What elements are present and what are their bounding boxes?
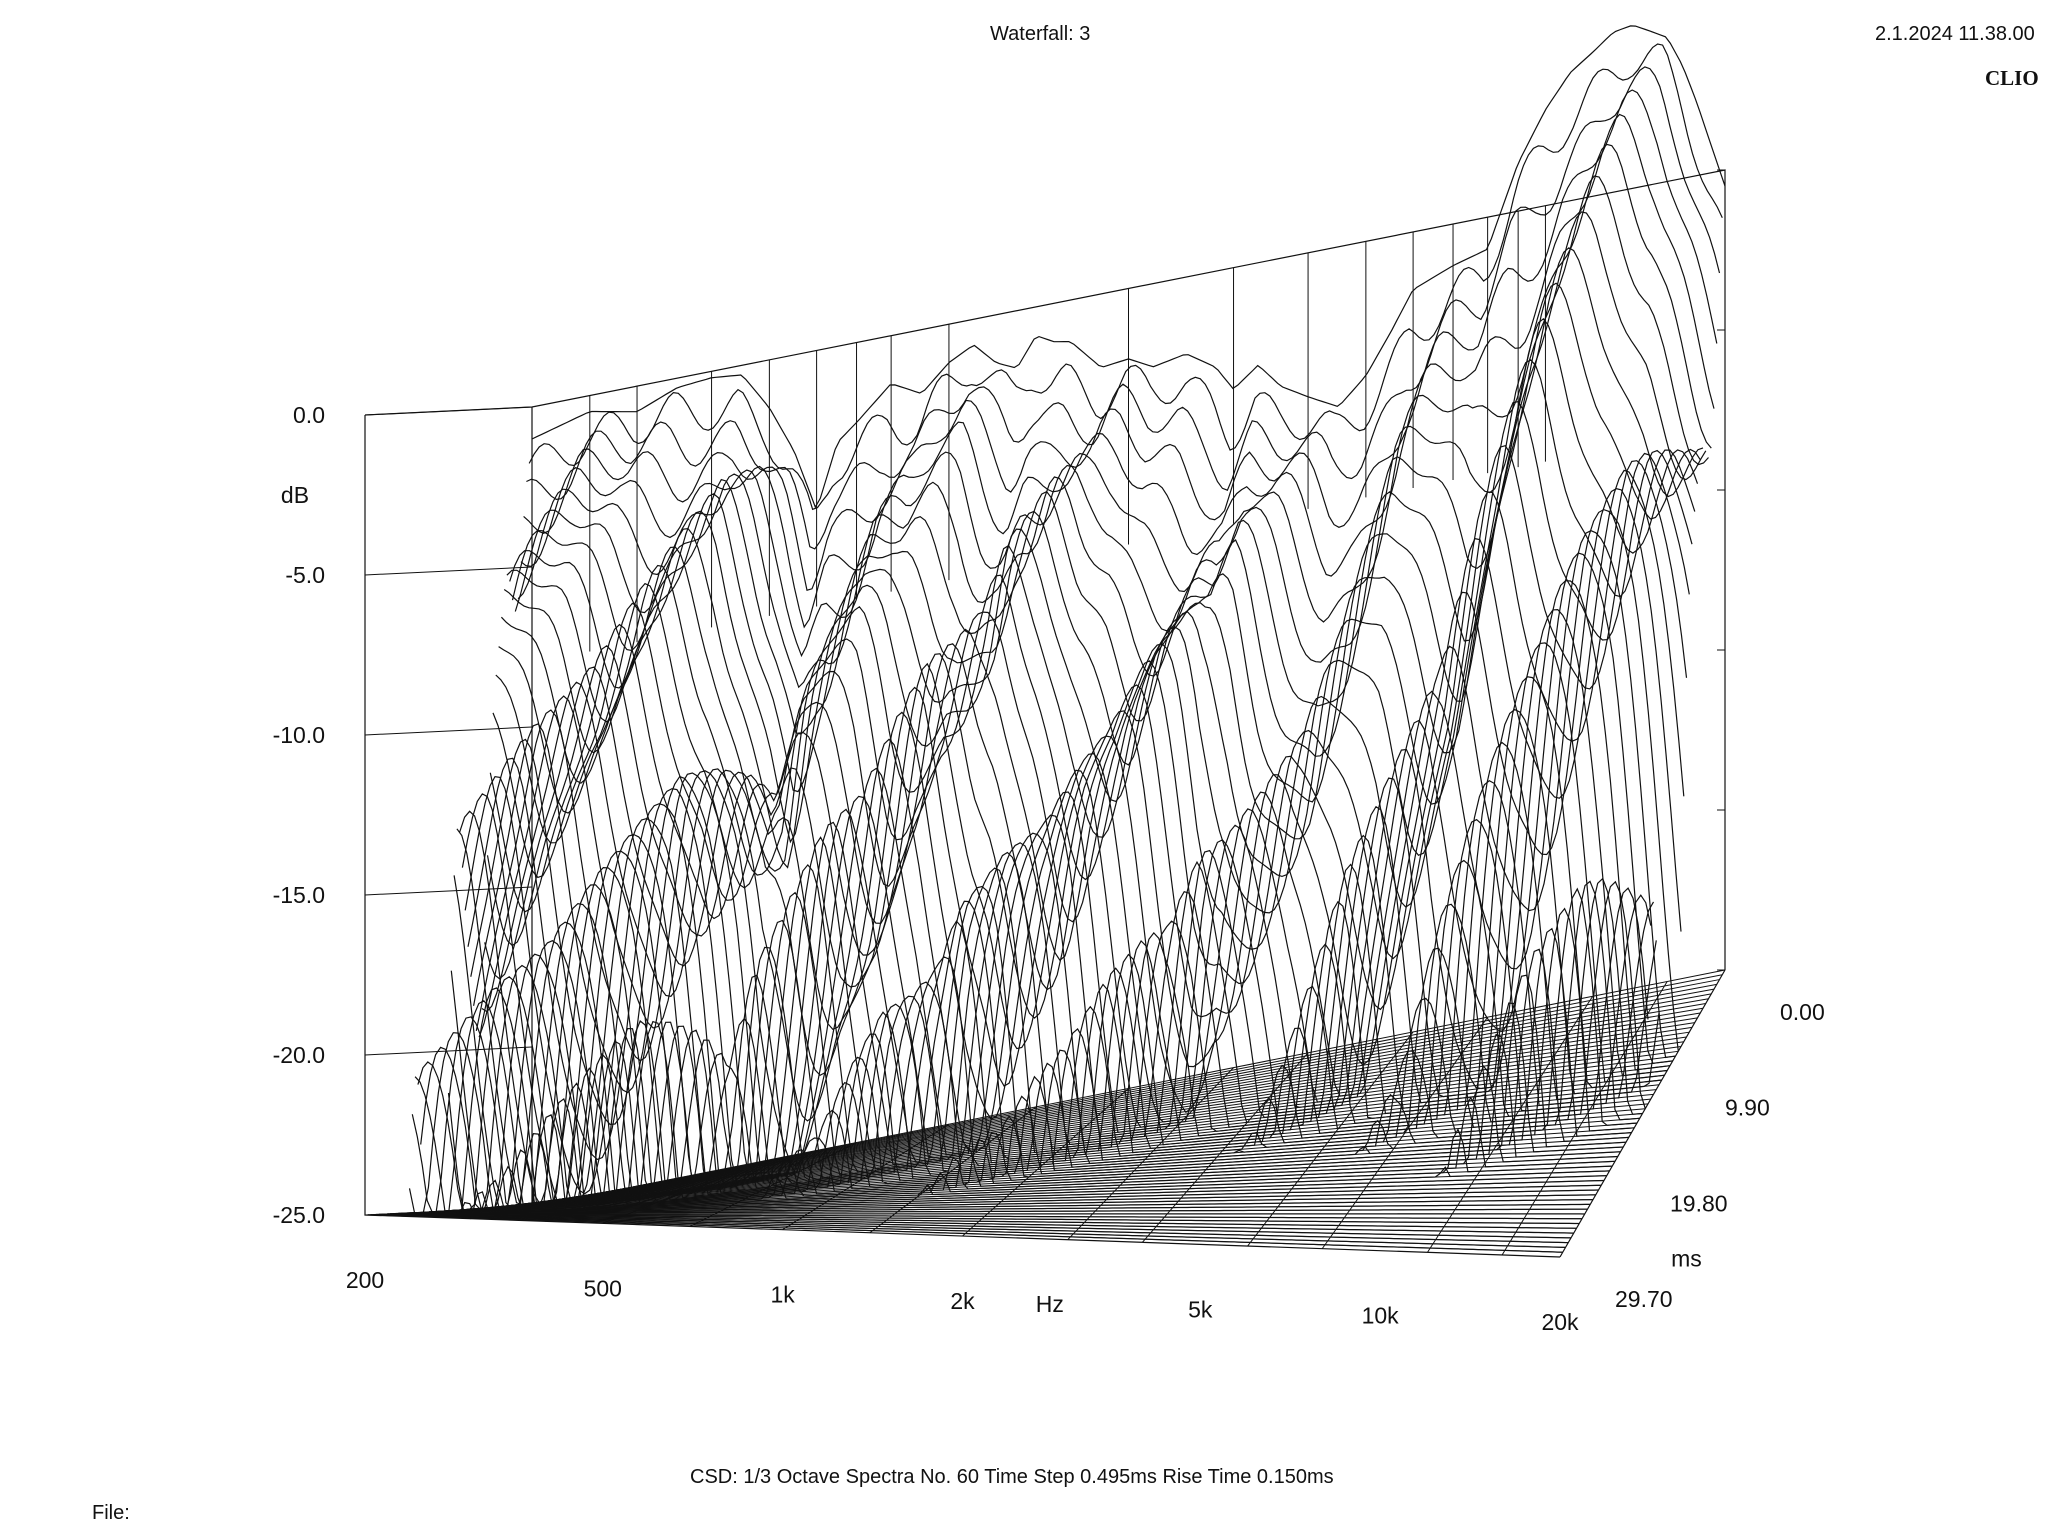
spectrum-line [381,1213,1577,1229]
spectrum-line [511,211,1707,735]
spectrum-line [387,1210,1582,1220]
spectrum-line [378,1213,1574,1234]
file-label: File: [92,1502,130,1524]
db-grid-line [364,406,533,416]
measurement-settings: CSD: 1/3 Octave Spectra No. 60 Time Step… [690,1466,1334,1488]
spectrum-line [406,1114,1602,1214]
spectrum-line [447,877,1643,1211]
spectrum-line [528,43,1723,511]
spectrum-line [373,1214,1569,1244]
freq-tick-label: 20k [1541,1309,1579,1335]
spectra-lines [367,25,1726,1253]
axis-labels: 0.0 -5.0 -10.0 -15.0 -20.0 -25.0 dB 200 500 1k 2k 5… [273,402,1825,1335]
spectrum-line [431,974,1627,1213]
time-tick-label: 0.00 [1780,999,1825,1025]
spectrum-line [484,508,1679,1114]
db-tick-label: 0.0 [293,402,325,428]
spectrum-line [453,859,1649,1208]
plot-grid [364,169,1725,1216]
freq-tick-label: 1k [770,1282,795,1308]
spectrum-line [445,880,1640,1212]
spectrum-line [461,741,1657,1201]
x-axis-label: Hz [1036,1291,1064,1317]
freq-tick-label: 2k [950,1288,975,1314]
brand-logo: CLIO [1985,66,2039,90]
spectrum-line [531,25,1726,509]
spectrum-line [434,948,1629,1213]
spectrum-line [395,1179,1591,1215]
spectrum-line [467,676,1662,1182]
z-axis-label: ms [1671,1246,1702,1272]
freq-tick-label: 200 [346,1267,384,1293]
spectrum-line [514,175,1709,689]
db-grid-line [364,886,533,896]
db-tick-label: -15.0 [273,882,325,908]
freq-tick-label: 500 [584,1275,622,1301]
spectrum-line [498,401,1693,914]
spectrum-line [408,1097,1605,1214]
timestamp: 2.1.2024 11.38.00 [1875,23,2035,45]
time-tick-label: 19.80 [1670,1190,1728,1216]
spectrum-line [420,1040,1616,1211]
spectrum-line [417,1053,1613,1212]
db-grid-line [364,726,533,736]
time-tick-label: 9.90 [1725,1095,1770,1121]
spectrum-line [492,460,1688,985]
spectrum-line [398,1165,1594,1214]
spectrum-line [384,1213,1580,1225]
spectrum-line [376,1213,1572,1239]
db-tick-label: -20.0 [273,1042,325,1068]
spectrum-line [520,113,1715,629]
freq-tick-label: 5k [1188,1296,1213,1322]
spectrum-line [428,1000,1624,1213]
db-tick-label: -25.0 [273,1202,325,1228]
spectrum-line [503,317,1699,869]
spectrum-line [403,1132,1599,1214]
spectrum-line [367,1214,1563,1253]
y-axis-label: dB [281,482,309,508]
spectrum-line [464,708,1660,1195]
db-grid-line [364,566,533,576]
db-grid-line [364,1046,533,1056]
spectrum-line [422,1027,1618,1213]
spectrum-line [426,1016,1621,1213]
db-tick-label: -5.0 [285,562,325,588]
spectrum-line [392,1191,1588,1215]
spectrum-line [390,1201,1585,1215]
chart-title: Waterfall: 3 [990,23,1091,45]
spectrum-line [414,1067,1610,1213]
spectrum-line [486,488,1682,1068]
spectrum-line [517,143,1712,658]
spectrum-line [459,779,1655,1204]
spectrum-line [411,1082,1607,1213]
spectrum-line [450,880,1646,1209]
time-tick-label: 29.70 [1615,1286,1673,1312]
spectrum-line [495,445,1690,950]
spectrum-line [523,89,1718,591]
spectrum-line [401,1149,1596,1214]
spectrum-line [481,530,1676,1123]
freq-tick-label: 10k [1362,1303,1400,1329]
spectrum-line [526,66,1721,550]
db-tick-label: -10.0 [273,722,325,748]
spectrum-line [370,1214,1566,1248]
spectrum-line [437,927,1632,1213]
spectrum-line [473,608,1668,1177]
back-frame [364,169,1726,970]
